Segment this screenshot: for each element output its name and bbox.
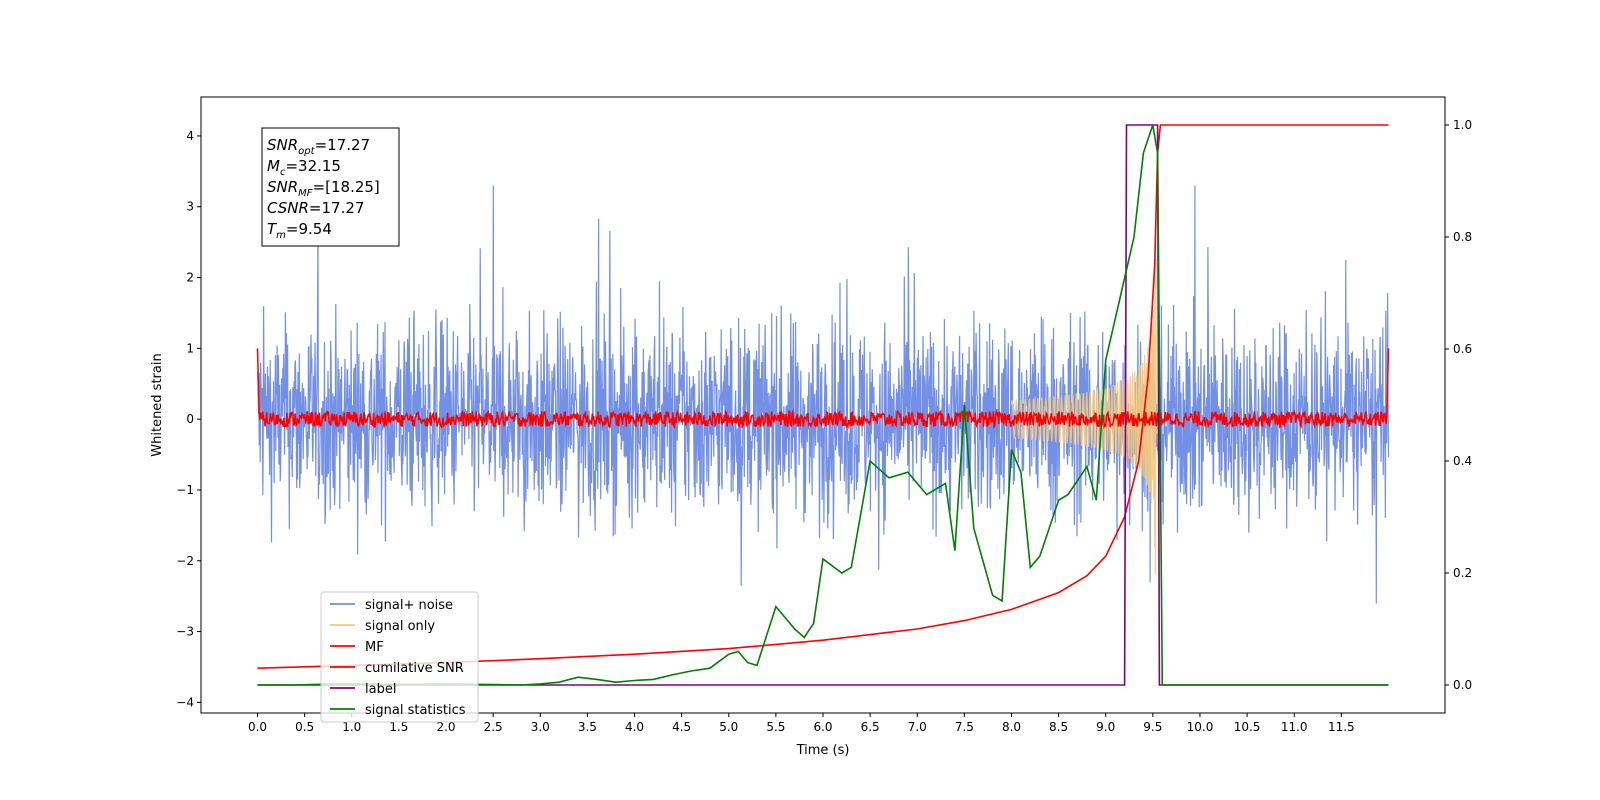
y-tick-label: 3 (186, 200, 194, 214)
legend-label: MF (365, 640, 384, 655)
annotation-line: CSNR=17.27 (267, 199, 364, 217)
legend-frame (320, 591, 479, 723)
x-tick-label: 1.5 (389, 720, 408, 734)
x-tick-label: 0.0 (248, 720, 267, 734)
series-signal-only (1010, 258, 1165, 575)
legend-label: signal+ noise (365, 598, 453, 613)
y-tick-label: 0 (186, 412, 194, 426)
series-mf (256, 348, 1390, 430)
x-tick-label: 5.0 (719, 720, 738, 734)
y-tick-label: 4 (186, 129, 194, 143)
plot-layer (256, 124, 1390, 686)
legend-label: cumilative SNR (365, 661, 464, 676)
legend: signal+ noise signal only MF cumilative SNR… (320, 591, 479, 723)
y2-tick-label: 0.4 (1453, 454, 1472, 468)
y2-tick-label: 0.0 (1453, 678, 1472, 692)
annotation-frame (261, 127, 400, 247)
x-tick-label: 8.0 (1002, 720, 1021, 734)
x-tick-label: 1.0 (342, 720, 361, 734)
x-tick-label: 2.5 (484, 720, 503, 734)
y-tick-label: 1 (186, 341, 194, 355)
series-signal-statistics (257, 124, 1389, 686)
legend-label: signal statistics (365, 703, 466, 718)
x-axis-label: Time (s) (796, 743, 850, 758)
series-signal-noise (256, 185, 1390, 604)
annotation-line: Mc=32.15 (267, 157, 341, 178)
x-tick-label: 11.0 (1281, 720, 1308, 734)
legend-label: label (365, 682, 396, 697)
y2-tick-label: 0.2 (1453, 566, 1472, 580)
x-tick-label: 11.5 (1328, 720, 1355, 734)
x-tick-label: 6.0 (813, 720, 832, 734)
x-tick-label: 2.0 (436, 720, 455, 734)
annotation-box: SNRopt=17.27Mc=32.15SNRMF=[18.25]CSNR=17… (261, 127, 400, 247)
x-tick-label: 0.5 (295, 720, 314, 734)
x-tick-label: 5.5 (766, 720, 785, 734)
ticks-layer: 0.0 0.5 1.0 1.5 2.0 2.5 3.0 3.5 4.0 4.5 5.0 5.5 6.0 6… (176, 118, 1472, 734)
x-tick-label: 7.5 (955, 720, 974, 734)
y-axis-label: Whitened strain (150, 353, 165, 456)
legend-label: signal only (365, 619, 435, 634)
x-tick-label: 4.5 (672, 720, 691, 734)
annotation-line: SNRopt=17.27 (267, 136, 370, 157)
x-tick-label: 4.0 (625, 720, 644, 734)
x-tick-label: 9.0 (1096, 720, 1115, 734)
x-tick-label: 6.5 (861, 720, 880, 734)
annotation-line: SNRMF=[18.25] (267, 178, 380, 199)
y2-tick-label: 0.8 (1453, 230, 1472, 244)
x-tick-label: 10.0 (1187, 720, 1214, 734)
y2-tick-label: 1.0 (1453, 118, 1472, 132)
y-tick-label: 2 (186, 271, 194, 285)
y-tick-label: −4 (176, 695, 194, 709)
x-tick-label: 3.0 (531, 720, 550, 734)
x-tick-label: 8.5 (1049, 720, 1068, 734)
x-tick-label: 7.0 (908, 720, 927, 734)
x-tick-label: 10.5 (1234, 720, 1261, 734)
x-tick-label: 9.5 (1143, 720, 1162, 734)
y2-tick-label: 0.6 (1453, 342, 1472, 356)
annotation-line: Tm=9.54 (267, 220, 332, 241)
y-tick-label: −3 (176, 625, 194, 639)
y-tick-label: −1 (176, 483, 194, 497)
x-tick-label: 3.5 (578, 720, 597, 734)
y-tick-label: −2 (176, 554, 194, 568)
series-cumulative-snr (257, 124, 1389, 669)
